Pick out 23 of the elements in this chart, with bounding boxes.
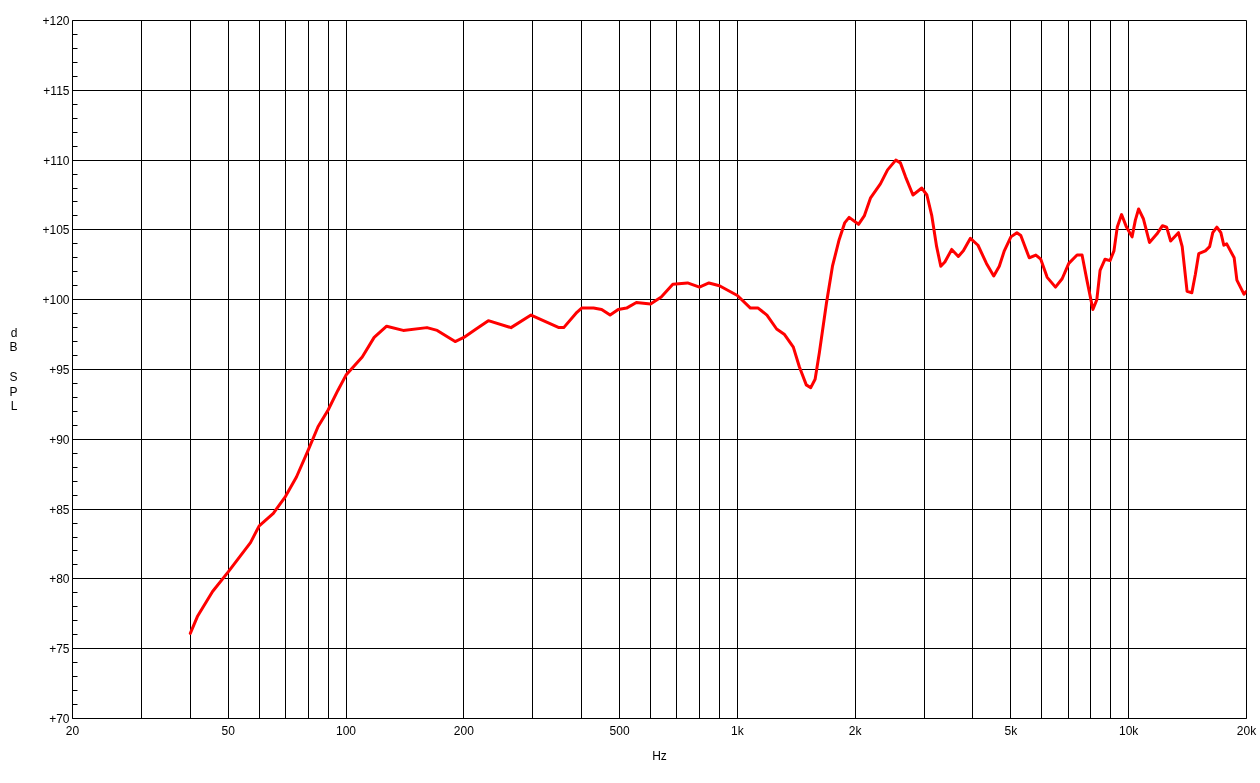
x-tick-label: 5k [1004, 723, 1019, 738]
x-tick-label: 20k [1236, 723, 1258, 738]
y-tick-label: +105 [42, 223, 70, 238]
y-tick-label: +85 [49, 502, 70, 517]
y-tick-label: +115 [43, 83, 70, 98]
y-tick-label: +70 [49, 712, 70, 726]
y-tick-label: +80 [49, 572, 70, 587]
x-tick-label: 10k [1119, 723, 1140, 738]
text: dB SPL [9, 325, 18, 414]
y-tick-label: +95 [49, 363, 70, 377]
x-tick-label: 100 [336, 723, 357, 738]
y-tick-label: +120 [42, 14, 70, 28]
y-tick-label: +110 [43, 153, 70, 168]
x-tick-label: 1k [731, 723, 745, 738]
x-tick-label: 2k [848, 723, 863, 738]
x-tick-label: 200 [453, 723, 475, 738]
y-tick-label: +75 [49, 642, 70, 657]
x-tick-label: 500 [609, 723, 630, 738]
y-tick-label: +100 [42, 293, 70, 308]
x-tick-label: 20 [65, 723, 80, 738]
y-tick-label: +90 [49, 432, 70, 447]
x-axis-title: Hz [652, 748, 667, 763]
x-tick-label: 50 [221, 723, 236, 738]
